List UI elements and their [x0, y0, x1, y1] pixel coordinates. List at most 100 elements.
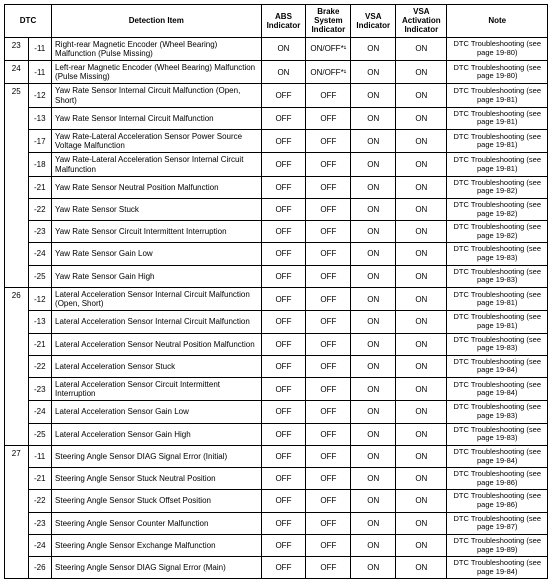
- note: DTC Troubleshooting (see page 19-81): [447, 311, 548, 333]
- table-row: -22Yaw Rate Sensor StuckOFFOFFONONDTC Tr…: [5, 198, 548, 220]
- vsa-activation-indicator: ON: [396, 355, 447, 377]
- abs-indicator: OFF: [261, 153, 306, 176]
- vsa-indicator: ON: [351, 401, 396, 423]
- abs-indicator: OFF: [261, 84, 306, 107]
- table-row: -24Lateral Acceleration Sensor Gain LowO…: [5, 401, 548, 423]
- detection-item: Steering Angle Sensor Exchange Malfuncti…: [52, 534, 261, 556]
- brake-indicator: OFF: [306, 512, 351, 534]
- abs-indicator: OFF: [261, 378, 306, 401]
- abs-indicator: OFF: [261, 401, 306, 423]
- brake-indicator: OFF: [306, 534, 351, 556]
- dtc-sub: -25: [28, 423, 52, 445]
- dtc-sub: -11: [28, 37, 52, 60]
- note: DTC Troubleshooting (see page 19-82): [447, 176, 548, 198]
- vsa-activation-indicator: ON: [396, 176, 447, 198]
- vsa-activation-indicator: ON: [396, 512, 447, 534]
- vsa-indicator: ON: [351, 468, 396, 490]
- note: DTC Troubleshooting (see page 19-84): [447, 378, 548, 401]
- dtc-sub: -25: [28, 265, 52, 287]
- abs-indicator: OFF: [261, 176, 306, 198]
- abs-indicator: OFF: [261, 221, 306, 243]
- vsa-indicator: ON: [351, 37, 396, 60]
- abs-indicator: OFF: [261, 243, 306, 265]
- vsa-indicator: ON: [351, 265, 396, 287]
- abs-indicator: OFF: [261, 287, 306, 310]
- table-row: -21Yaw Rate Sensor Neutral Position Malf…: [5, 176, 548, 198]
- note: DTC Troubleshooting (see page 19-89): [447, 534, 548, 556]
- dtc-sub: -21: [28, 176, 52, 198]
- vsa-activation-indicator: ON: [396, 333, 447, 355]
- note: DTC Troubleshooting (see page 19-83): [447, 333, 548, 355]
- vsa-activation-indicator: ON: [396, 557, 447, 579]
- dtc-sub: -23: [28, 512, 52, 534]
- note: DTC Troubleshooting (see page 19-83): [447, 423, 548, 445]
- vsa-activation-indicator: ON: [396, 60, 447, 83]
- vsa-activation-indicator: ON: [396, 153, 447, 176]
- note: DTC Troubleshooting (see page 19-81): [447, 287, 548, 310]
- brake-indicator: OFF: [306, 107, 351, 129]
- vsa-indicator: ON: [351, 512, 396, 534]
- table-row: -21Lateral Acceleration Sensor Neutral P…: [5, 333, 548, 355]
- dtc-sub: -18: [28, 153, 52, 176]
- vsa-indicator: ON: [351, 84, 396, 107]
- note: DTC Troubleshooting (see page 19-81): [447, 84, 548, 107]
- note: DTC Troubleshooting (see page 19-86): [447, 468, 548, 490]
- vsa-indicator: ON: [351, 176, 396, 198]
- note: DTC Troubleshooting (see page 19-81): [447, 129, 548, 152]
- dtc-sub: -17: [28, 129, 52, 152]
- vsa-indicator: ON: [351, 60, 396, 83]
- vsa-indicator: ON: [351, 153, 396, 176]
- detection-item: Yaw Rate Sensor Neutral Position Malfunc…: [52, 176, 261, 198]
- abs-indicator: OFF: [261, 355, 306, 377]
- detection-item: Steering Angle Sensor Stuck Offset Posit…: [52, 490, 261, 512]
- col-abs: ABS Indicator: [261, 5, 306, 38]
- vsa-indicator: ON: [351, 490, 396, 512]
- table-row: 23-11Right-rear Magnetic Encoder (Wheel …: [5, 37, 548, 60]
- brake-indicator: OFF: [306, 221, 351, 243]
- dtc-primary: 23: [5, 37, 29, 60]
- table-row: -21Steering Angle Sensor Stuck Neutral P…: [5, 468, 548, 490]
- abs-indicator: OFF: [261, 107, 306, 129]
- brake-indicator: OFF: [306, 445, 351, 467]
- table-row: 27-11Steering Angle Sensor DIAG Signal E…: [5, 445, 548, 467]
- vsa-activation-indicator: ON: [396, 84, 447, 107]
- vsa-activation-indicator: ON: [396, 107, 447, 129]
- detection-item: Right-rear Magnetic Encoder (Wheel Beari…: [52, 37, 261, 60]
- vsa-activation-indicator: ON: [396, 265, 447, 287]
- brake-indicator: OFF: [306, 311, 351, 333]
- dtc-sub: -22: [28, 198, 52, 220]
- col-brake: Brake System Indicator: [306, 5, 351, 38]
- table-row: -13Lateral Acceleration Sensor Internal …: [5, 311, 548, 333]
- note: DTC Troubleshooting (see page 19-87): [447, 512, 548, 534]
- brake-indicator: OFF: [306, 378, 351, 401]
- brake-indicator: ON/OFF*¹: [306, 60, 351, 83]
- abs-indicator: OFF: [261, 129, 306, 152]
- abs-indicator: OFF: [261, 423, 306, 445]
- brake-indicator: ON/OFF*¹: [306, 37, 351, 60]
- table-row: 24-11Left-rear Magnetic Encoder (Wheel B…: [5, 60, 548, 83]
- vsa-activation-indicator: ON: [396, 198, 447, 220]
- brake-indicator: OFF: [306, 287, 351, 310]
- note: DTC Troubleshooting (see page 19-86): [447, 490, 548, 512]
- detection-item: Lateral Acceleration Sensor Circuit Inte…: [52, 378, 261, 401]
- dtc-sub: -21: [28, 333, 52, 355]
- abs-indicator: OFF: [261, 265, 306, 287]
- vsa-activation-indicator: ON: [396, 37, 447, 60]
- vsa-indicator: ON: [351, 129, 396, 152]
- brake-indicator: OFF: [306, 490, 351, 512]
- abs-indicator: OFF: [261, 445, 306, 467]
- detection-item: Yaw Rate Sensor Stuck: [52, 198, 261, 220]
- dtc-primary: 27: [5, 445, 29, 579]
- vsa-indicator: ON: [351, 423, 396, 445]
- table-row: -17Yaw Rate-Lateral Acceleration Sensor …: [5, 129, 548, 152]
- brake-indicator: OFF: [306, 423, 351, 445]
- abs-indicator: OFF: [261, 198, 306, 220]
- vsa-indicator: ON: [351, 534, 396, 556]
- dtc-sub: -22: [28, 490, 52, 512]
- vsa-indicator: ON: [351, 287, 396, 310]
- detection-item: Steering Angle Sensor Counter Malfunctio…: [52, 512, 261, 534]
- dtc-sub: -23: [28, 378, 52, 401]
- col-detection: Detection Item: [52, 5, 261, 38]
- vsa-activation-indicator: ON: [396, 490, 447, 512]
- note: DTC Troubleshooting (see page 19-81): [447, 153, 548, 176]
